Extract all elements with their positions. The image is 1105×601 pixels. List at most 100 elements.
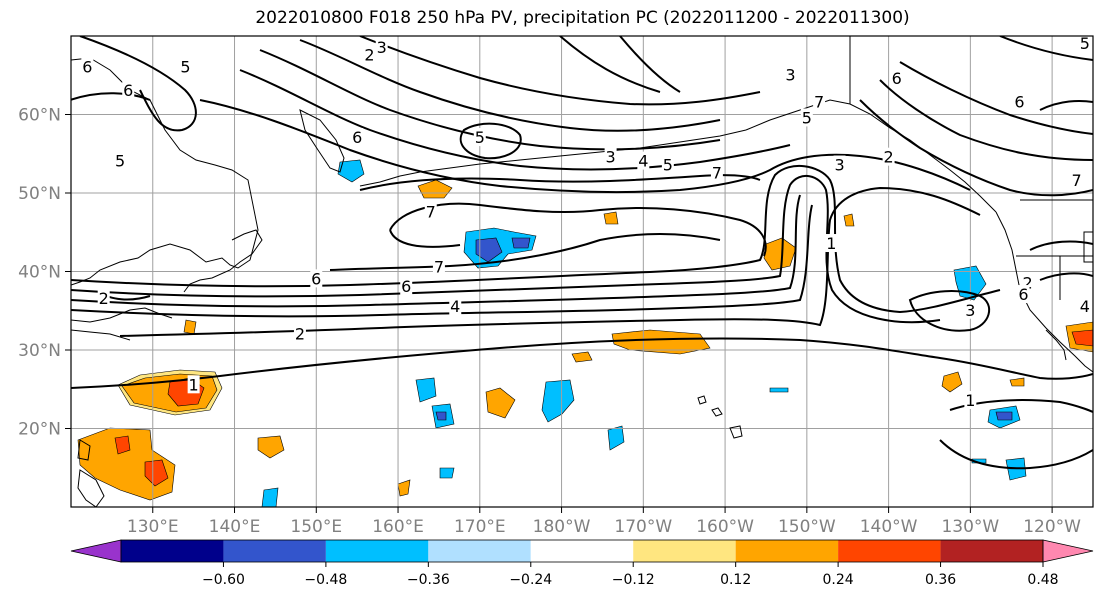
pv-label-halo [800,108,813,127]
kamchatka-coastline [299,109,345,173]
pv-contour-label: 7 [1072,171,1082,190]
pv-contour [859,99,1093,197]
precip-negative-region [607,425,625,451]
pv-contour-label: 5 [1080,34,1090,53]
colorbar-segment [121,540,224,562]
philippines-coastline [77,469,105,507]
precip-positive-region [144,459,169,487]
pv-label-halo [882,147,895,166]
pv-contour-label: 7 [814,93,824,112]
pv-contour [79,36,197,132]
pv-label-halo [637,151,650,170]
precip-positive-region [571,351,593,363]
precip-positive-region [485,387,516,419]
japan-coastline [183,229,263,293]
lon-tick-label: 160°W [696,517,754,537]
pv-label-halo [825,234,838,253]
precip-negative-region [337,159,365,183]
pv-contour [71,204,813,318]
lon-tick-label: 170°E [454,517,506,537]
precip-positive-region [114,435,131,455]
pv-label-halo [293,324,306,343]
pv-contour-label: 3 [606,148,616,167]
precip-positive-region [611,329,711,355]
pv-contour-label: 5 [663,156,673,175]
baja-california-coastline [1045,329,1067,361]
precip-negative-region [475,237,503,263]
pv-contour-label: 6 [311,269,321,288]
colorbar-tick-label: −0.48 [304,572,347,588]
lon-tick-label: 120°W [1023,517,1081,537]
pv-contour [1039,100,1093,111]
pv-label-halo [424,202,437,221]
lat-tick-label: 50°N [18,184,61,204]
colorbar-segment [428,540,531,562]
colorbar-tick-label: −0.12 [612,572,655,588]
colorbar-max-arrow [1042,539,1094,563]
pv-contour [71,164,1001,314]
pv-contour [879,79,1093,161]
lat-tick-label: 40°N [18,263,61,283]
pv-label-halo [964,391,977,410]
pv-contour-label: 3 [785,65,795,84]
precip-positive-region [1009,377,1025,387]
precip-negative-region [415,377,437,403]
pv-contour-label: 3 [965,301,975,320]
latitude-axis: 60°N 50°N 40°N 30°N 20°N [18,106,71,440]
lon-tick-label: 130°E [127,517,179,537]
pv-label-halo [604,147,617,166]
pv-contour [908,290,991,332]
pv-contour [71,194,801,308]
hawaii-islands [697,395,743,439]
precip-negative-region [511,237,531,249]
aleutian-chain [359,129,747,187]
pv-contour [199,99,971,194]
pv-label-halo [310,269,323,288]
pv-label-halo [97,288,110,307]
pv-contour-label: 7 [426,203,436,222]
pv-contour-label: 1 [826,234,836,253]
lon-tick-label: 130°W [941,517,999,537]
pv-label-halo [890,69,903,88]
pv-contour-label: 2 [99,289,109,308]
lon-tick-label: 160°E [372,517,424,537]
asia-coastline [71,57,259,286]
precip-negative-region [435,411,447,421]
colorbar-tick-label: 0.48 [1027,572,1058,588]
pv-contour [71,92,151,101]
colorbar-segment [633,540,736,562]
lon-tick-label: 150°W [778,517,836,537]
precip-negative-region [995,411,1013,421]
pv-label-halo [187,375,200,394]
colorbar-tick-label: 0.12 [720,572,751,588]
lon-tick-label: 150°E [290,517,342,537]
pv-contour-label: 6 [123,81,133,100]
taiwan-coastline [77,439,91,461]
pv-contour-label: 5 [180,57,190,76]
pv-label-halo [81,57,94,76]
pv-contour [389,229,461,248]
pv-contour [939,439,1093,470]
pv-label-halo [833,155,846,174]
precip-positive-region [843,213,855,227]
pv-label-halo [122,80,135,99]
pv-contour [359,36,761,106]
precip-positive-region [397,479,411,497]
lat-tick-label: 30°N [18,341,61,361]
pv-label-halo [1078,36,1091,52]
pv-contour-layer [71,36,1093,470]
pv-label-halo [449,296,462,315]
pv-contour [459,122,522,160]
pv-contour-label: 2 [1022,273,1032,292]
colorbar-segment [838,540,941,562]
colorbar-tick-label: −0.36 [407,572,450,588]
north-america-coastline [995,211,1093,373]
pv-label-halo [351,128,364,147]
pv-contour-label: 7 [434,258,444,277]
colorbar-min-arrow [70,539,122,563]
precip-negative-region [769,387,789,393]
colorbar-tick-label: 0.24 [823,572,854,588]
pv-label-halo [179,57,192,76]
lon-tick-label: 140°E [209,517,261,537]
